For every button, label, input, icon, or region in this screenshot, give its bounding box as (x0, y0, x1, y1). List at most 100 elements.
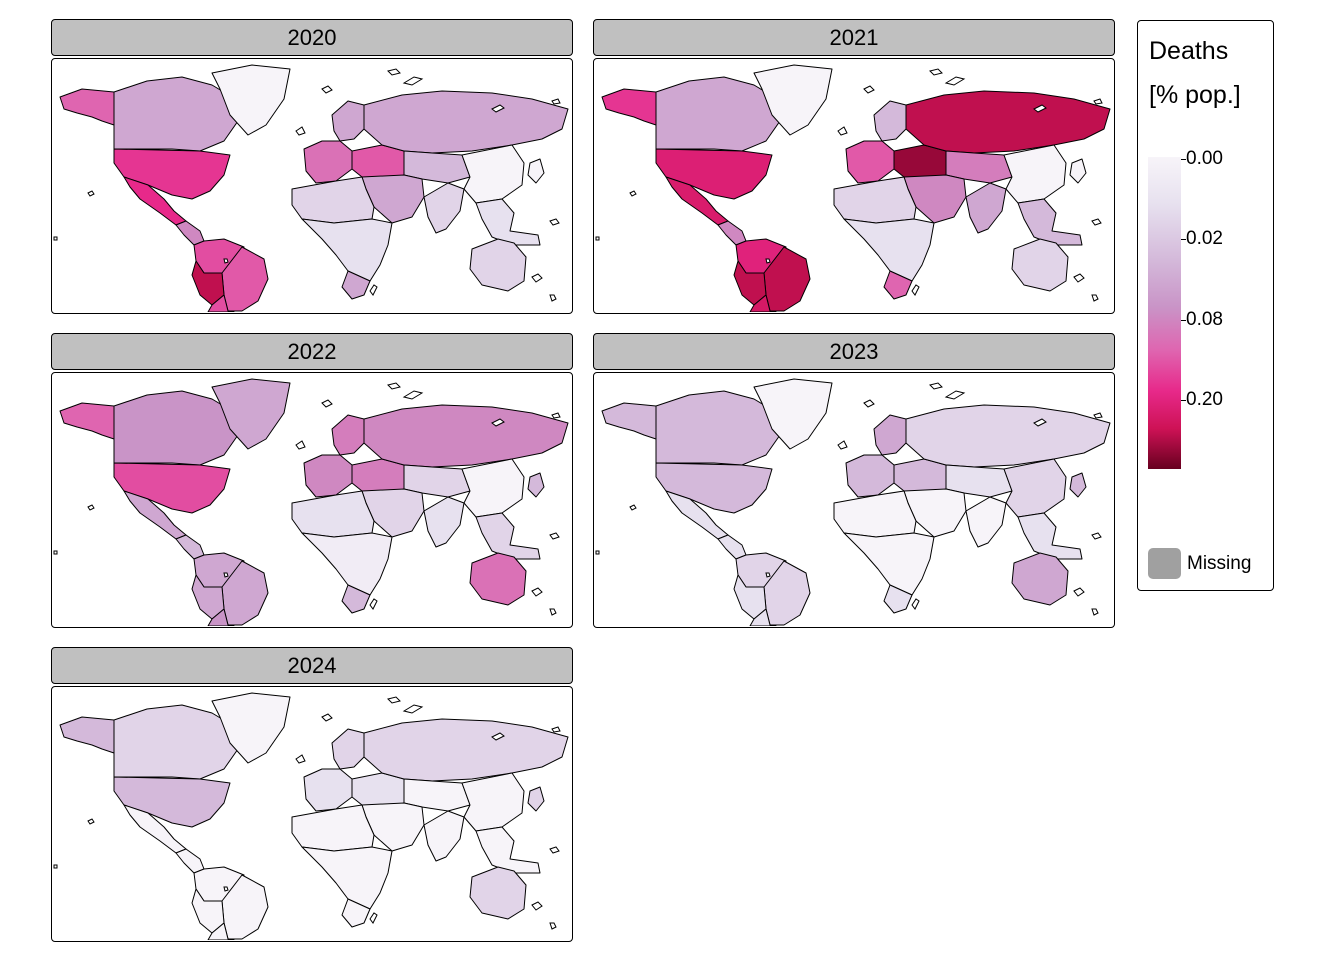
region-japan (527, 786, 545, 812)
region-north-africa (291, 490, 375, 538)
region-argentina (207, 608, 235, 626)
island-outline (402, 704, 424, 714)
world-map (51, 372, 573, 628)
region-china (461, 144, 525, 204)
region-greenland (753, 64, 833, 136)
legend-color-bar (1148, 157, 1181, 469)
region-russia (905, 90, 1111, 154)
region-europe-west (303, 454, 353, 498)
island-outline (863, 399, 875, 408)
region-central-america (717, 534, 747, 560)
region-central-america (717, 220, 747, 246)
region-argentina (749, 608, 777, 626)
region-north-africa (833, 490, 917, 538)
region-south-africa (341, 584, 371, 614)
island-outline (944, 390, 966, 400)
region-south-asia (965, 496, 1007, 548)
region-usa (113, 776, 231, 828)
island-outline (549, 532, 560, 540)
facet-strip: 2020 (51, 19, 573, 56)
region-southeast-asia (475, 512, 541, 560)
island-outline (1093, 98, 1103, 105)
facet-year-label: 2021 (829, 24, 879, 50)
region-southeast-asia (475, 826, 541, 874)
region-china (1003, 144, 1067, 204)
island-outline (491, 418, 505, 427)
facet-panel-2022: 2022 (51, 333, 573, 628)
island-outline (223, 572, 229, 578)
island-outline (1091, 294, 1099, 302)
island-outline (531, 587, 543, 597)
region-alaska (601, 402, 657, 440)
world-map (51, 686, 573, 942)
region-australia (469, 552, 527, 606)
region-south-asia (965, 182, 1007, 234)
region-greenland (211, 692, 291, 764)
region-argentina (207, 294, 235, 312)
region-south-africa (341, 898, 371, 928)
island-outline (402, 390, 424, 400)
island-outline (87, 190, 95, 197)
legend-tick-label: 0.20 (1186, 389, 1223, 410)
region-australia (1011, 238, 1069, 292)
region-alaska (59, 402, 115, 440)
region-greenland (211, 64, 291, 136)
region-africa (301, 532, 393, 596)
island-outline (551, 726, 561, 733)
island-outline (911, 598, 920, 610)
world-map (593, 58, 1115, 314)
island-outline (1093, 412, 1103, 419)
island-outline (223, 886, 229, 892)
island-outline (387, 68, 401, 76)
facet-panel-2020: 2020 (51, 19, 573, 314)
region-scandinavia (331, 100, 365, 142)
region-alaska (59, 88, 115, 126)
island-outline (491, 732, 505, 741)
region-south-africa (341, 270, 371, 300)
island-outline (295, 754, 306, 764)
region-japan (527, 158, 545, 184)
region-alaska (601, 88, 657, 126)
region-china (461, 458, 525, 518)
facet-panel-2023: 2023 (593, 333, 1115, 628)
region-scandinavia (873, 414, 907, 456)
island-outline (629, 190, 637, 197)
island-outline (551, 412, 561, 419)
island-outline (549, 846, 560, 854)
world-map (593, 372, 1115, 628)
island-outline (321, 399, 333, 408)
island-outline (549, 922, 557, 930)
island-outline (491, 104, 505, 113)
island-outline (223, 258, 229, 264)
island-outline (549, 294, 557, 302)
island-outline (387, 696, 401, 704)
facet-year-label: 2022 (287, 338, 337, 364)
region-usa (113, 462, 231, 514)
region-central-america (175, 220, 205, 246)
facet-strip: 2021 (593, 19, 1115, 56)
region-australia (469, 238, 527, 292)
region-australia (1011, 552, 1069, 606)
island-outline (595, 236, 600, 241)
region-russia (363, 404, 569, 468)
region-usa (655, 148, 773, 200)
facet-panel-2024: 2024 (51, 647, 573, 942)
legend-title: Deaths (1149, 37, 1229, 65)
facet-strip: 2023 (593, 333, 1115, 370)
region-europe-west (303, 140, 353, 184)
region-south-africa (883, 270, 913, 300)
region-south-africa (883, 584, 913, 614)
region-south-asia (423, 810, 465, 862)
region-china (1003, 458, 1067, 518)
region-japan (1069, 158, 1087, 184)
region-argentina (749, 294, 777, 312)
island-outline (87, 818, 95, 825)
region-central-america (175, 534, 205, 560)
island-outline (837, 126, 848, 136)
island-outline (531, 901, 543, 911)
region-europe-west (845, 140, 895, 184)
legend-tick (1181, 320, 1186, 321)
legend-tick (1181, 159, 1186, 160)
island-outline (1091, 532, 1102, 540)
island-outline (1073, 273, 1085, 283)
